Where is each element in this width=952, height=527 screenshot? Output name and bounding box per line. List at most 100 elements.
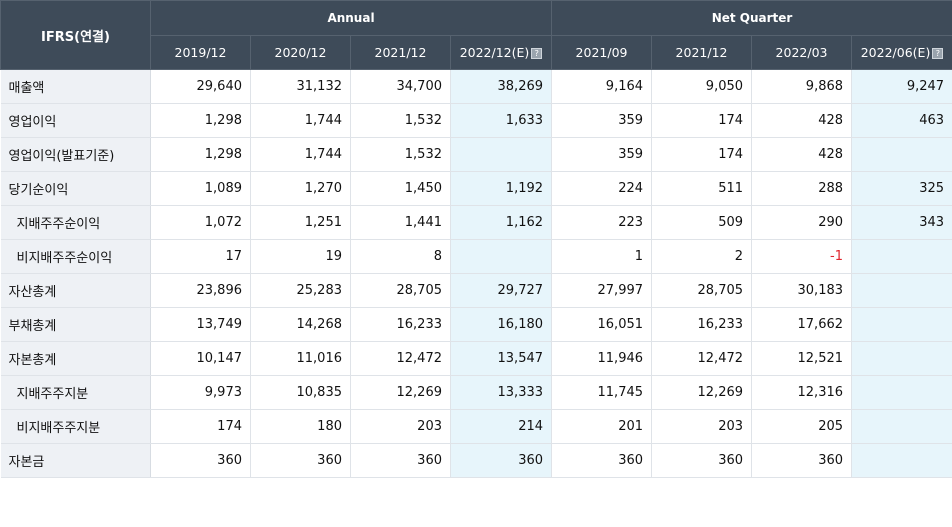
table-row: 자산총계 23,896 25,283 28,705 29,727 27,997 28,705… [0,273,952,308]
value-cell: 11,745 [551,375,653,410]
value-cell: 290 [751,205,853,240]
value-cell: 203 [350,409,451,444]
period-header: 2021/09 [551,35,653,70]
period-header: 2022/12(E)? [449,35,553,70]
value-cell: 360 [250,443,351,478]
estimate-help-icon[interactable]: ? [932,48,944,59]
value-cell: 12,472 [350,341,451,376]
value-cell: 1,270 [250,171,351,206]
value-cell: 17,662 [751,307,853,342]
value-cell: 9,050 [651,69,753,104]
value-cell: 16,233 [350,307,451,342]
value-cell: 9,164 [551,69,653,104]
value-cell: 12,269 [651,375,753,410]
period-header: 2022/03 [751,35,853,70]
value-cell: 2 [651,239,753,274]
value-cell: 1,744 [250,103,351,138]
table-row: 영업이익(발표기준) 1,298 1,744 1,532 359 174 428 [0,137,952,172]
period-header: 2022/06(E)? [851,35,952,70]
value-cell: 16,051 [551,307,653,342]
period-label: 2022/12(E) [459,45,530,60]
value-cell: 34,700 [350,69,451,104]
value-cell: 223 [551,205,653,240]
table-row: 매출액 29,640 31,132 34,700 38,269 9,164 9,050 9,8… [0,69,952,104]
value-cell: 38,269 [450,69,553,104]
value-cell: 360 [150,443,251,478]
table-row: 영업이익 1,298 1,744 1,532 1,633 359 174 428 463 [0,103,952,138]
net-quarter-header: Net Quarter [551,0,952,36]
row-label: 부채총계 [0,307,151,342]
period-label: 2021/09 [575,45,628,60]
table-row: 자본금 360 360 360 360 360 360 360 [0,443,952,478]
row-label: 매출액 [0,69,151,104]
value-cell [851,409,952,444]
value-cell: 174 [150,409,251,444]
value-cell: 1,089 [150,171,251,206]
row-label: 당기순이익 [0,171,151,206]
value-cell: 203 [651,409,753,444]
value-cell: 1,192 [450,171,553,206]
value-cell: 27,997 [551,273,653,308]
value-cell: 14,268 [250,307,351,342]
value-cell: 13,547 [450,341,553,376]
value-cell: 205 [751,409,853,444]
value-cell: 174 [651,137,753,172]
period-label: 2022/03 [775,45,828,60]
value-cell: 360 [350,443,451,478]
period-header: 2021/12 [651,35,753,70]
value-cell: 1,441 [350,205,451,240]
value-cell: 10,835 [250,375,351,410]
value-cell: 1,072 [150,205,251,240]
value-cell: 360 [450,443,553,478]
table-row: 당기순이익 1,089 1,270 1,450 1,192 224 511 288 325 [0,171,952,206]
value-cell: 1,633 [450,103,553,138]
value-cell [851,239,952,274]
value-cell: 11,946 [551,341,653,376]
estimate-help-icon[interactable]: ? [531,48,543,59]
annual-header: Annual [149,0,553,36]
value-cell: 28,705 [651,273,753,308]
row-label: 자본총계 [0,341,151,376]
value-cell: 31,132 [250,69,351,104]
value-cell: 174 [651,103,753,138]
table-row: 자본총계 10,147 11,016 12,472 13,547 11,946 12,472… [0,341,952,376]
table-row: 지배주주순이익 1,072 1,251 1,441 1,162 223 509 290 343 [0,205,952,240]
period-header: 2020/12 [250,35,351,70]
value-cell: 1,532 [350,103,451,138]
value-cell [851,341,952,376]
value-cell [851,375,952,410]
row-label: 영업이익 [0,103,151,138]
ifrs-header: IFRS(연결) [0,0,151,70]
row-label: 지배주주순이익 [0,205,151,240]
table-row: 부채총계 13,749 14,268 16,233 16,180 16,051 16,233… [0,307,952,342]
value-cell [450,137,553,172]
value-cell [851,273,952,308]
value-cell: 8 [350,239,451,274]
period-header: 2021/12 [350,35,451,70]
value-cell: 30,183 [751,273,853,308]
value-cell: 25,283 [250,273,351,308]
value-cell: 10,147 [150,341,251,376]
value-cell: 12,269 [350,375,451,410]
value-cell: 224 [551,171,653,206]
period-label: 2021/12 [675,45,728,60]
value-cell: 509 [651,205,753,240]
value-cell: 201 [551,409,653,444]
row-label: 지배주주지분 [0,375,151,410]
value-cell: 325 [851,171,952,206]
value-cell [851,307,952,342]
value-cell: 16,180 [450,307,553,342]
value-cell: 359 [551,137,653,172]
row-label: 자본금 [0,443,151,478]
value-cell: 1,744 [250,137,351,172]
period-label: 2022/06(E) [860,45,931,60]
value-cell: 1,251 [250,205,351,240]
period-header: 2019/12 [150,35,251,70]
value-cell: 1,450 [350,171,451,206]
value-cell: 463 [851,103,952,138]
table-row: 비지배주주지분 174 180 203 214 201 203 205 [0,409,952,444]
value-cell: 1,532 [350,137,451,172]
value-cell: 29,727 [450,273,553,308]
value-cell: 11,016 [250,341,351,376]
value-cell: 19 [250,239,351,274]
